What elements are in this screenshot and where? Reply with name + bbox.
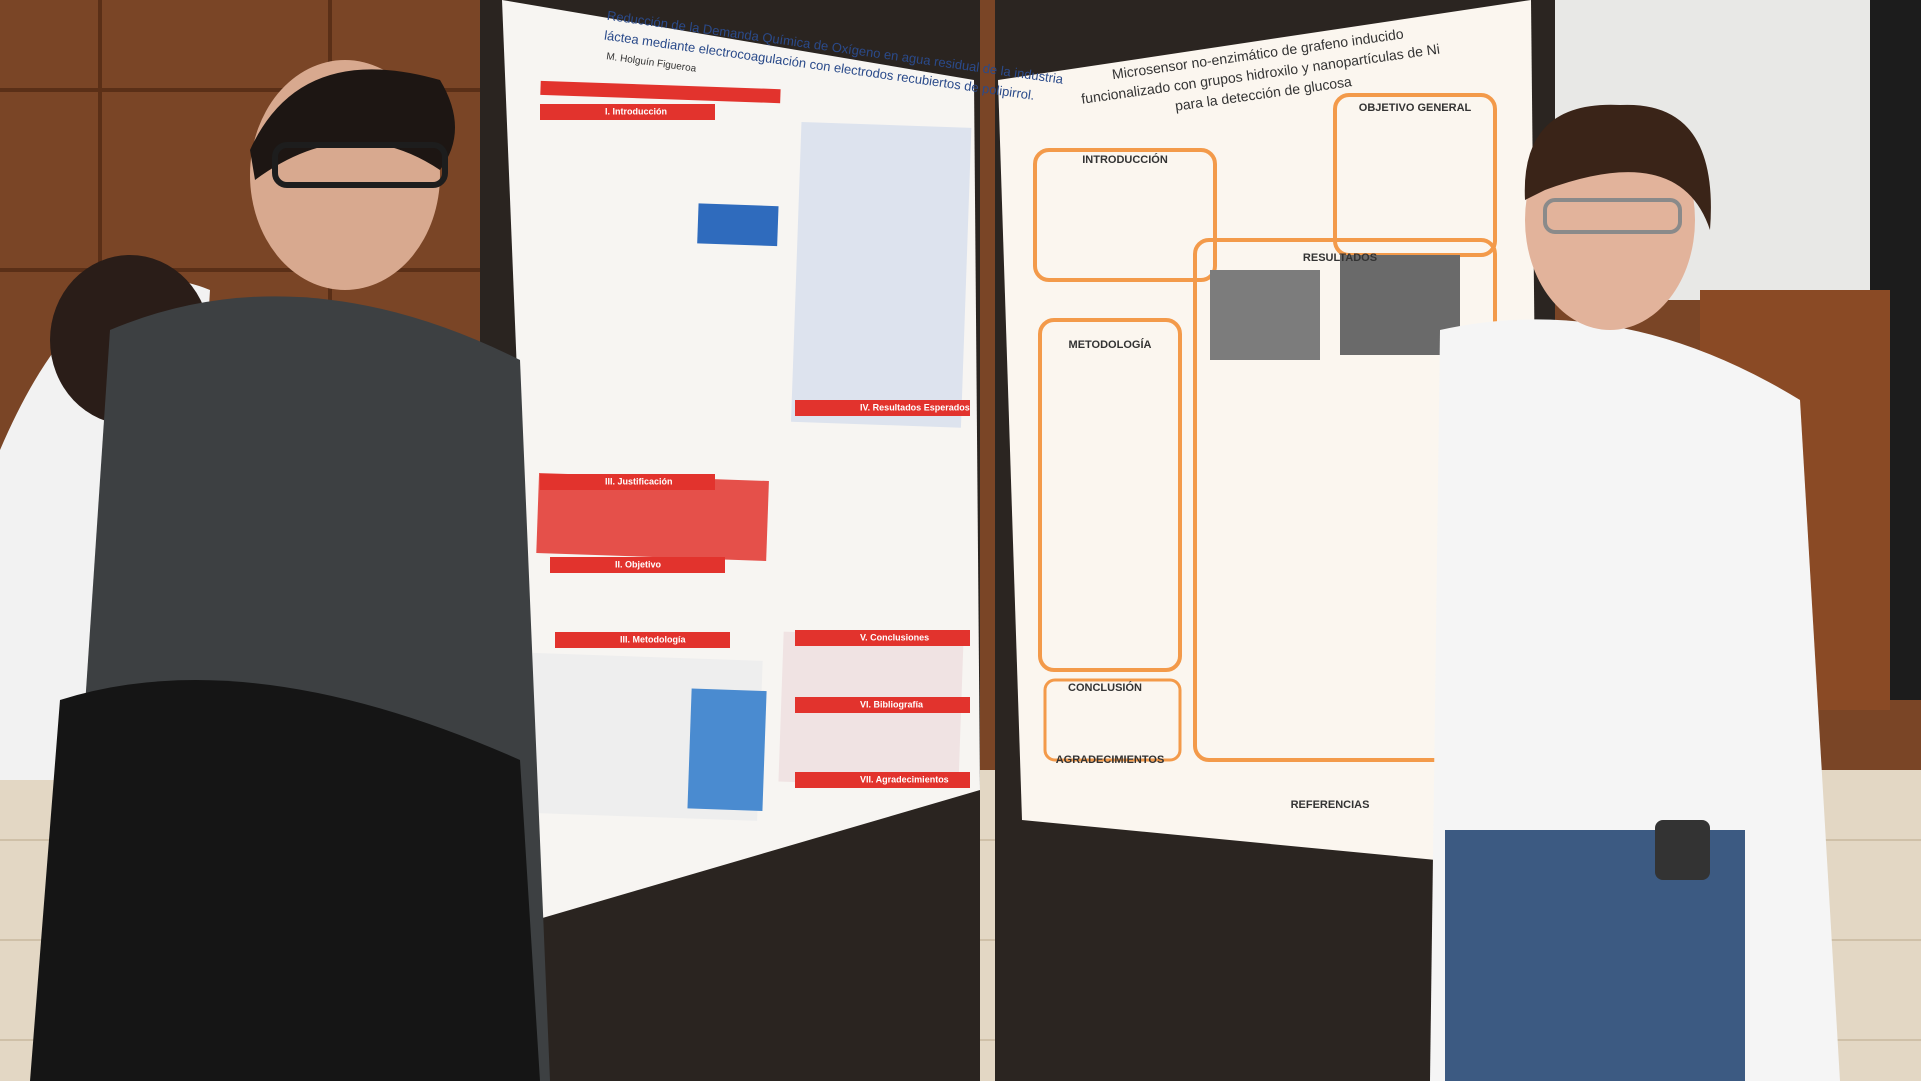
section-heading: V. Conclusiones bbox=[860, 632, 929, 642]
section-heading: VI. Bibliografía bbox=[860, 699, 924, 709]
right-sections: INTRODUCCIÓN OBJETIVO GENERAL RESULTADOS ME… bbox=[1056, 102, 1472, 811]
section-heading: II. Objetivo bbox=[615, 559, 662, 569]
section-heading: RESULTADOS bbox=[1303, 252, 1377, 264]
section-heading: VII. Agradecimientos bbox=[860, 774, 949, 784]
person-left-glasses bbox=[272, 142, 448, 188]
section-bar bbox=[540, 104, 715, 120]
section-heading: III. Metodología bbox=[620, 634, 686, 644]
left-sections: I. Introducción III. Justificación II. Obj… bbox=[540, 104, 970, 788]
section-heading: INTRODUCCIÓN bbox=[1082, 153, 1168, 166]
section-heading: REFERENCIAS bbox=[1291, 799, 1370, 811]
section-heading: OBJETIVO GENERAL bbox=[1359, 102, 1472, 114]
section-bar bbox=[795, 400, 970, 416]
section-heading: AGRADECIMIENTOS bbox=[1056, 754, 1165, 766]
section-heading: IV. Resultados Esperados bbox=[860, 402, 970, 412]
phone bbox=[1655, 820, 1710, 880]
section-bar bbox=[795, 697, 970, 713]
poster-right bbox=[998, 0, 1540, 870]
person-left-hair bbox=[250, 69, 455, 180]
section-bar bbox=[795, 630, 970, 646]
person-right-glasses bbox=[1543, 198, 1682, 234]
section-bar bbox=[540, 474, 715, 490]
section-bar bbox=[795, 772, 970, 788]
section-heading: CONCLUSIÓN bbox=[1068, 681, 1142, 694]
section-heading: METODOLOGÍA bbox=[1069, 338, 1152, 351]
section-heading: I. Introducción bbox=[605, 106, 667, 116]
person-left-jacket bbox=[30, 680, 540, 1081]
section-heading: III. Justificación bbox=[605, 476, 673, 486]
section-bar bbox=[555, 632, 730, 648]
poster-left-content bbox=[527, 80, 972, 821]
section-bar bbox=[550, 557, 725, 573]
person-right-hair bbox=[1524, 104, 1711, 230]
